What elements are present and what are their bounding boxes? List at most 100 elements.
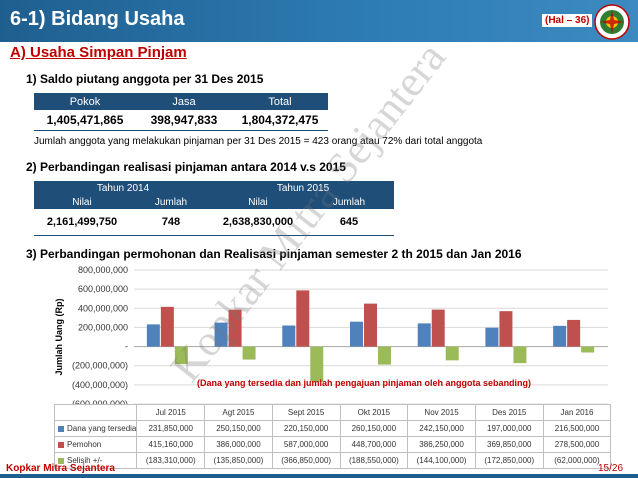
y-tick-label: 600,000,000 xyxy=(78,284,128,294)
data-label: (144,100,000) xyxy=(407,452,476,469)
header-nilai-2014: Nilai xyxy=(34,195,130,209)
data-table-row: Selisih +/- (183,310,000) (135,850,000) (36… xyxy=(53,452,612,469)
bar-dana-yang-tersedia xyxy=(350,321,363,347)
y-tick-label: (200,000,000) xyxy=(72,361,128,371)
data-label: 386,000,000 xyxy=(204,436,273,453)
data-table-row: Pemohon 415,160,000 386,000,000 587,000,000… xyxy=(53,436,612,453)
saldo-piutang-table: Pokok Jasa Total 1,405,471,865 398,947,8… xyxy=(34,93,328,131)
y-tick-label: (400,000,000) xyxy=(72,380,128,390)
data-label: 242,150,000 xyxy=(407,420,476,437)
question-3-title: 3) Perbandingan permohonan dan Realisasi… xyxy=(26,247,522,261)
bar-dana-yang-tersedia xyxy=(214,322,228,347)
bar-dana-yang-tersedia xyxy=(417,323,431,347)
y-tick-label: - xyxy=(125,342,128,352)
y-axis-title: Jumlah Uang (Rp) xyxy=(54,298,64,375)
value-pokok: 1,405,471,865 xyxy=(34,110,136,131)
bar-selisih xyxy=(378,346,391,365)
header-jasa: Jasa xyxy=(136,93,232,110)
bar-selisih xyxy=(445,346,459,361)
data-label: 216,500,000 xyxy=(542,420,612,437)
header-jumlah-2015: Jumlah xyxy=(304,195,394,209)
data-label: 250,150,000 xyxy=(204,420,273,437)
y-tick-label: 400,000,000 xyxy=(78,303,128,313)
data-label: (188,550,000) xyxy=(339,452,409,469)
question-2-title: 2) Perbandingan realisasi pinjaman antar… xyxy=(26,160,346,174)
chart-data-table: Jul 2015 Agt 2015 Sept 2015 Okt 2015 Nov 201… xyxy=(53,404,612,469)
value-jumlah-2014: 748 xyxy=(130,209,212,236)
bar-pemohon xyxy=(296,290,310,347)
header-tahun-2014: Tahun 2014 xyxy=(34,181,212,195)
category-label: Sept 2015 xyxy=(271,404,341,421)
legend-entry: Pemohon xyxy=(53,436,138,453)
y-tick-label: 200,000,000 xyxy=(78,322,128,332)
value-jumlah-2015: 645 xyxy=(304,209,394,236)
bar-dana-yang-tersedia xyxy=(282,325,296,347)
bar-pemohon xyxy=(431,309,445,347)
legend-swatch xyxy=(58,425,64,432)
data-label: 587,000,000 xyxy=(271,436,341,453)
bar-pemohon xyxy=(364,303,377,347)
chart-annotation: (Dana yang tersedia dan jumlah pengajuan… xyxy=(197,378,532,388)
footer-bar xyxy=(0,474,638,478)
data-label: 197,000,000 xyxy=(474,420,544,437)
bar-pemohon xyxy=(499,311,513,347)
bar-selisih xyxy=(513,346,527,364)
bar-dana-yang-tersedia xyxy=(485,327,499,347)
cooperative-logo-icon xyxy=(594,4,630,40)
data-label: 220,150,000 xyxy=(271,420,341,437)
header-jumlah-2014: Jumlah xyxy=(130,195,212,209)
data-label: (135,850,000) xyxy=(204,452,273,469)
data-label: 231,850,000 xyxy=(136,420,206,437)
footer-organization: Kopkar Mitra Sejantera xyxy=(6,463,115,474)
borrower-note: Jumlah anggota yang melakukan pinjaman p… xyxy=(34,136,483,147)
value-total: 1,804,372,475 xyxy=(232,110,328,131)
question-1-title: 1) Saldo piutang anggota per 31 Des 2015 xyxy=(26,72,264,86)
bar-selisih xyxy=(310,346,324,382)
header-tahun-2015: Tahun 2015 xyxy=(212,181,394,195)
data-label: 278,500,000 xyxy=(542,436,612,453)
legend-entry: Selisih +/- xyxy=(53,452,138,469)
category-label: Jul 2015 xyxy=(136,404,206,421)
bar-selisih xyxy=(581,346,595,353)
category-label: Nov 2015 xyxy=(407,404,476,421)
category-label: Okt 2015 xyxy=(339,404,409,421)
loan-comparison-chart: 800,000,000 600,000,000 400,000,000 200,000… xyxy=(54,265,608,404)
category-label: Jan 2016 xyxy=(542,404,612,421)
data-label: (172,850,000) xyxy=(474,452,544,469)
header-total: Total xyxy=(232,93,328,110)
data-label: (62,000,000) xyxy=(542,452,612,469)
bar-dana-yang-tersedia xyxy=(553,325,567,347)
data-label: 260,150,000 xyxy=(339,420,409,437)
data-label: (366,850,000) xyxy=(271,452,341,469)
data-label: 386,250,000 xyxy=(407,436,476,453)
legend-entry: Dana yang tersedia xyxy=(53,420,138,437)
legend-swatch xyxy=(58,441,64,448)
data-label: 448,700,000 xyxy=(339,436,409,453)
realisasi-pinjaman-table: Tahun 2014 Tahun 2015 Nilai Jumlah Nilai… xyxy=(34,181,394,236)
section-title-usaha-simpan-pinjam: A) Usaha Simpan Pinjam xyxy=(10,44,187,61)
header-nilai-2015: Nilai xyxy=(212,195,304,209)
category-label: Des 2015 xyxy=(474,404,544,421)
value-nilai-2015: 2,638,830,000 xyxy=(212,209,304,236)
bar-pemohon xyxy=(567,319,581,347)
y-tick-label: 800,000,000 xyxy=(78,265,128,275)
category-label: Agt 2015 xyxy=(204,404,273,421)
bar-selisih xyxy=(174,346,188,365)
value-nilai-2014: 2,161,499,750 xyxy=(34,209,130,236)
bar-pemohon xyxy=(160,306,174,347)
footer-page-number: 15/26 xyxy=(598,463,624,474)
bar-selisih xyxy=(242,346,256,360)
data-label: 369,850,000 xyxy=(474,436,544,453)
slide-title: 6-1) Bidang Usaha xyxy=(10,8,185,30)
value-jasa: 398,947,833 xyxy=(136,110,232,131)
y-tick-label: (600,000,000) xyxy=(72,399,128,404)
data-table-corner xyxy=(53,404,138,421)
data-label: 415,160,000 xyxy=(136,436,206,453)
data-label: (183,310,000) xyxy=(136,452,206,469)
slide-header: 6-1) Bidang Usaha (Hal – 36) xyxy=(0,0,638,42)
header-pokok: Pokok xyxy=(34,93,136,110)
page-reference-badge: (Hal – 36) xyxy=(542,14,593,27)
data-table-row: Dana yang tersedia 231,850,000 250,150,000… xyxy=(53,420,612,437)
legend-swatch xyxy=(58,457,64,464)
bar-pemohon xyxy=(228,309,242,347)
